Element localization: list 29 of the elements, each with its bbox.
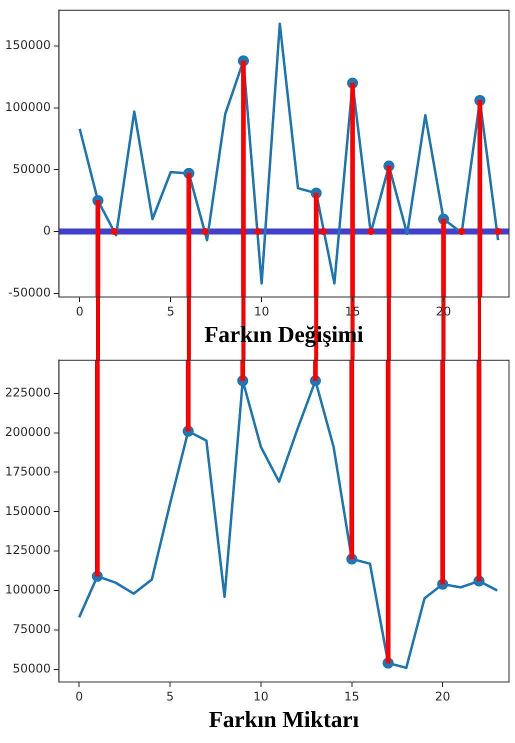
point xyxy=(202,228,209,235)
x-tick-label: 15 xyxy=(344,689,360,704)
y-tick-label: 0 xyxy=(43,224,51,238)
y-tick-label: 50000 xyxy=(12,662,51,676)
x-axis-title: Farkın Miktarı xyxy=(208,707,360,732)
x-tick-label: 5 xyxy=(166,689,174,704)
y-tick-label: 100000 xyxy=(4,582,51,597)
point xyxy=(367,228,374,235)
x-tick-label: 10 xyxy=(253,689,269,704)
y-tick-label: 150000 xyxy=(4,38,51,52)
y-tick-label: -50000 xyxy=(8,285,51,300)
x-tick-label: 5 xyxy=(166,304,174,318)
y-tick-label: 125000 xyxy=(4,543,51,558)
y-tick-label: 175000 xyxy=(4,464,51,478)
point xyxy=(458,228,466,235)
y-tick-label: 100000 xyxy=(4,100,51,114)
x-tick-label: 0 xyxy=(76,304,84,318)
y-tick-label: 200000 xyxy=(4,424,51,439)
point xyxy=(110,228,118,235)
y-tick-label: 225000 xyxy=(4,385,51,400)
y-tick-label: 150000 xyxy=(4,504,51,518)
x-tick-label: 10 xyxy=(254,304,270,318)
x-tick-label: 20 xyxy=(435,689,450,704)
y-tick-label: 50000 xyxy=(12,162,51,176)
point xyxy=(494,228,502,235)
x-tick-label: 0 xyxy=(75,689,83,704)
point xyxy=(254,228,262,235)
y-tick-label: 75000 xyxy=(12,622,51,636)
point xyxy=(320,228,327,235)
